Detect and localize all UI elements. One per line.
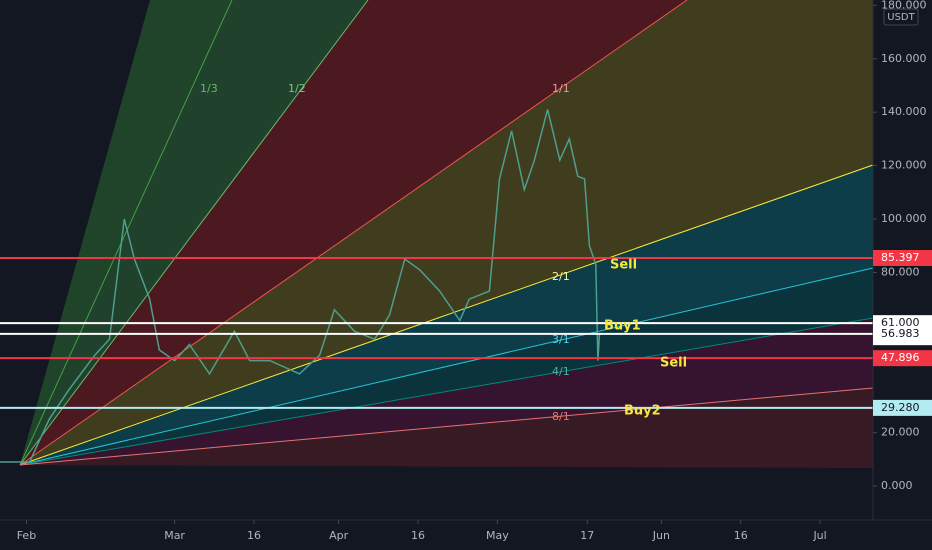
x-tick-label: Mar <box>164 529 185 542</box>
level-label: 56.983 <box>881 327 920 340</box>
fan-line <box>19 164 874 466</box>
fan-line <box>19 387 874 466</box>
y-tick-label: 0.000 <box>881 479 913 492</box>
y-tick-label: 80.000 <box>881 265 920 278</box>
currency: USDT <box>887 12 915 23</box>
x-tick-label: 16 <box>411 529 425 542</box>
price-axis <box>873 0 932 550</box>
currency-box <box>883 8 919 26</box>
x-tick-label: Feb <box>17 529 36 542</box>
x-tick-label: Jul <box>812 529 826 542</box>
level-label: 85.397 <box>881 251 920 264</box>
level-box <box>873 250 932 267</box>
fan-label: 2/1 <box>552 270 570 283</box>
fan-line <box>19 0 369 466</box>
fan-line <box>19 0 233 466</box>
annotation: Buy2 <box>624 404 661 419</box>
x-tick-label: Jun <box>652 529 670 542</box>
fan-line <box>19 0 688 466</box>
y-tick-label: 100.000 <box>881 212 927 225</box>
gann-fan: 1/3 1/2 1/1 2/1 3/1 4/1 8/1 <box>19 0 874 468</box>
level-label: 29.280 <box>881 401 920 414</box>
annotation: Sell <box>660 356 687 371</box>
fan-zone <box>20 0 873 465</box>
fan-label: 3/1 <box>552 333 570 346</box>
fan-label: 1/1 <box>552 82 570 95</box>
x-tick-label: May <box>486 529 509 542</box>
fan-line <box>19 317 874 466</box>
x-tick-label: Apr <box>329 529 349 542</box>
price-line <box>0 109 601 463</box>
fan-label: 8/1 <box>552 410 570 423</box>
level-label: 47.896 <box>881 351 920 364</box>
y-tick-label: 180.000 <box>881 0 927 11</box>
x-tick-label: 17 <box>580 529 594 542</box>
level-box <box>873 399 932 416</box>
level-box <box>873 325 932 342</box>
x-tick-label: 16 <box>247 529 261 542</box>
y-tick-label: 160.000 <box>881 52 927 65</box>
y-tick-label: 120.000 <box>881 159 927 172</box>
annotation: Sell <box>610 258 637 273</box>
x-tick-label: 16 <box>734 529 748 542</box>
fan-line <box>19 267 874 466</box>
fan-label: 1/2 <box>288 82 306 95</box>
y-tick-label: 20.000 <box>881 426 920 439</box>
annotation: Buy1 <box>604 319 641 334</box>
level-box <box>873 350 932 367</box>
fan-label: 1/3 <box>200 82 218 95</box>
y-tick-label: 140.000 <box>881 105 927 118</box>
fan-label: 4/1 <box>552 365 570 378</box>
